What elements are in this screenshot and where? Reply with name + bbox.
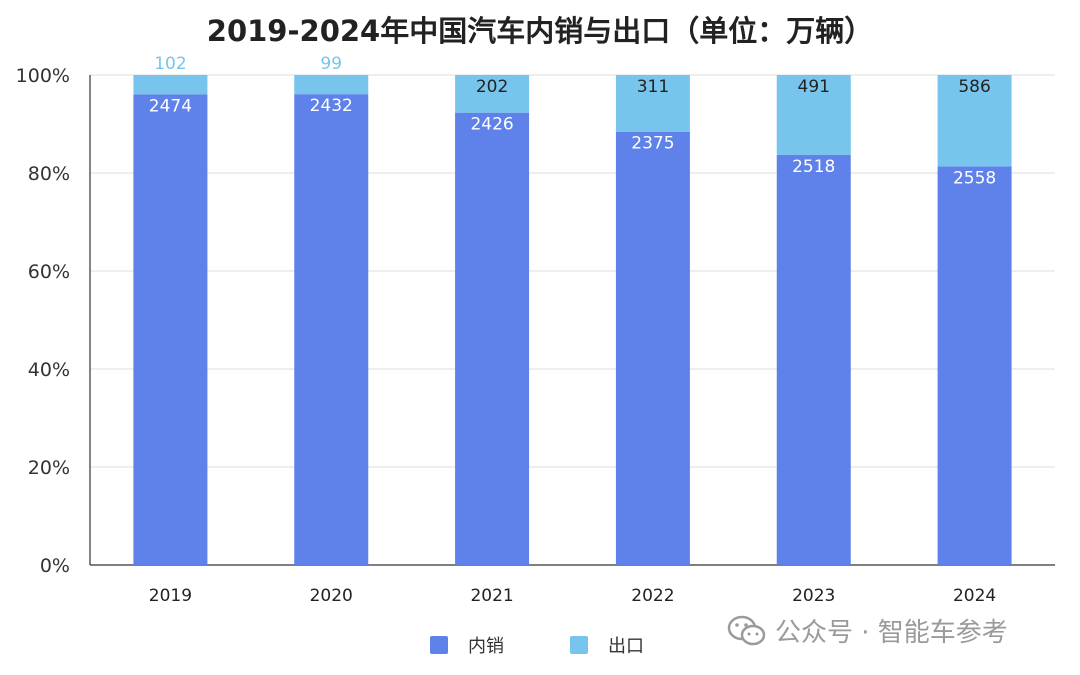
data-label-export: 491: [798, 77, 830, 97]
data-label-export: 99: [320, 54, 342, 74]
data-label-domestic: 2375: [631, 134, 674, 154]
legend-label-export: 出口: [608, 636, 644, 657]
legend-label-domestic: 内销: [468, 636, 504, 657]
x-tick-label: 2023: [792, 586, 835, 606]
watermark: 公众号 · 智能车参考: [727, 612, 1008, 649]
legend-item-export[interactable]: 出口: [570, 632, 644, 658]
x-tick-label: 2019: [149, 586, 192, 606]
bar-export-2020: [294, 75, 369, 95]
wechat-icon: [727, 615, 766, 645]
y-tick-label: 80%: [28, 163, 70, 185]
bar-domestic-2024: [937, 166, 1012, 565]
bar-domestic-2021: [455, 112, 530, 565]
y-tick-label: 0%: [40, 555, 70, 577]
y-tick-label: 100%: [16, 65, 70, 87]
x-tick-label: 2024: [953, 586, 996, 606]
y-tick-label: 60%: [28, 261, 70, 283]
bar-export-2023: [776, 75, 851, 155]
y-tick-label: 40%: [28, 359, 70, 381]
legend-swatch-export: [570, 636, 588, 654]
bar-export-2024: [937, 75, 1012, 167]
legend-swatch-domestic: [430, 636, 448, 654]
bar-export-2022: [615, 75, 690, 132]
x-tick-label: 2021: [470, 586, 513, 606]
bar-export-2021: [455, 75, 530, 113]
bar-domestic-2019: [133, 94, 208, 566]
legend-item-domestic[interactable]: 内销: [430, 632, 504, 658]
bar-domestic-2020: [294, 94, 369, 566]
data-label-domestic: 2474: [149, 96, 192, 116]
bar-domestic-2023: [776, 154, 851, 566]
chart-title: 2019-2024年中国汽车内销与出口（单位：万辆）: [206, 14, 874, 48]
x-tick-label: 2020: [310, 586, 353, 606]
data-label-domestic: 2558: [953, 168, 996, 188]
data-label-domestic: 2426: [470, 115, 513, 135]
y-tick-label: 20%: [28, 457, 70, 479]
bar-domestic-2022: [615, 131, 690, 565]
bar-export-2019: [133, 75, 208, 95]
data-label-export: 202: [476, 77, 508, 97]
data-label-export: 311: [637, 77, 669, 97]
x-tick-label: 2022: [631, 586, 674, 606]
data-label-export: 586: [958, 77, 990, 97]
watermark-text: 公众号 · 智能车参考: [775, 618, 1008, 648]
data-label-export: 102: [154, 54, 186, 74]
data-label-domestic: 2518: [792, 157, 835, 177]
data-label-domestic: 2432: [310, 96, 353, 116]
